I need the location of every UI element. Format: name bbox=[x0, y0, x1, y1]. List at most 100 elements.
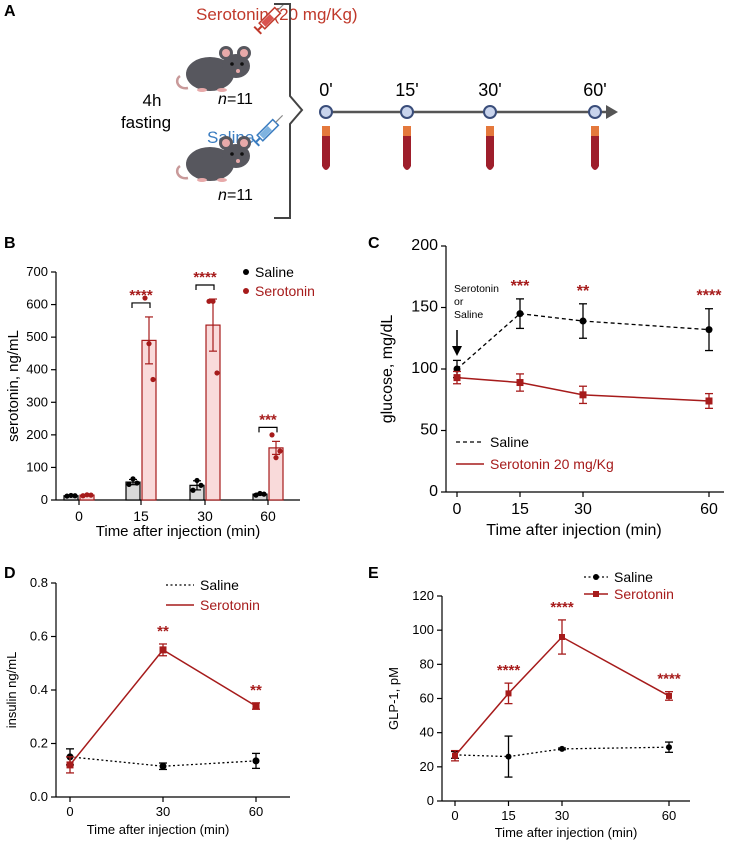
data-point bbox=[253, 492, 259, 498]
y-tick-label: 0 bbox=[427, 793, 434, 808]
series-line-serotonin bbox=[454, 636, 670, 757]
data-point-serotonin bbox=[159, 646, 167, 654]
timepoint-node bbox=[483, 105, 497, 119]
blood-tube-cap-icon bbox=[591, 126, 599, 136]
y-tick-label: 0.8 bbox=[30, 575, 48, 590]
y-tick-label: 120 bbox=[412, 588, 434, 603]
y-tick-label: 0.2 bbox=[30, 736, 48, 751]
legend-marker-serotonin bbox=[593, 591, 599, 597]
blood-tube-icon bbox=[322, 136, 330, 170]
significance-label: **** bbox=[129, 287, 153, 304]
y-axis-label: glucose, mg/dL bbox=[379, 315, 396, 424]
significance-label: **** bbox=[697, 288, 723, 305]
data-point-serotonin bbox=[516, 379, 524, 387]
legend-marker-serotonin bbox=[243, 288, 249, 294]
y-tick-label: 0 bbox=[41, 492, 48, 507]
timeline-nodes: 0' 15' 30' 60' bbox=[319, 80, 607, 170]
data-point bbox=[68, 492, 74, 499]
panel-d-label: D bbox=[4, 565, 16, 582]
legend-label-saline: Saline bbox=[490, 434, 529, 450]
blood-tube-icon bbox=[486, 136, 494, 170]
data-point bbox=[72, 493, 78, 499]
x-tick-label: 60 bbox=[700, 501, 718, 518]
data-point-saline bbox=[453, 365, 461, 373]
x-tick-label: 30 bbox=[197, 508, 213, 524]
y-tick-label: 0.0 bbox=[30, 789, 48, 804]
significance-label: ** bbox=[250, 682, 262, 699]
y-tick-label: 0.4 bbox=[30, 682, 48, 697]
blood-tube-cap-icon bbox=[486, 126, 494, 136]
data-point bbox=[84, 492, 90, 498]
y-tick-label: 0.6 bbox=[30, 629, 48, 644]
legend-label-saline: Saline bbox=[200, 577, 239, 593]
data-point bbox=[257, 490, 263, 497]
x-tick-label: 60 bbox=[260, 508, 276, 524]
significance-label: ** bbox=[577, 283, 590, 300]
y-tick-label: 700 bbox=[26, 264, 48, 279]
data-point bbox=[150, 376, 156, 383]
data-point-saline bbox=[705, 326, 713, 334]
legend-marker-saline bbox=[243, 269, 249, 275]
x-tick-label: 30 bbox=[156, 804, 170, 819]
significance-bracket bbox=[195, 284, 215, 291]
panel-e: E 0 20 40 60 80 100 120 GLP-1, pM Time after inj… bbox=[368, 565, 690, 840]
blood-tube-cap-icon bbox=[322, 126, 330, 136]
series-line-serotonin bbox=[456, 376, 710, 402]
x-tick-label: 0 bbox=[75, 508, 83, 524]
y-axis-label: serotonin, ng/mL bbox=[5, 330, 22, 442]
data-point bbox=[214, 370, 220, 376]
timepoint-label: 30' bbox=[478, 80, 501, 100]
panel-d: D 0.0 0.2 0.4 0.6 0.8 insulin ng/mL Time after… bbox=[4, 565, 290, 837]
y-tick-label: 40 bbox=[420, 725, 434, 740]
legend-label-serotonin: Serotonin bbox=[200, 597, 260, 613]
y-tick-label: 400 bbox=[26, 362, 48, 377]
data-point-saline bbox=[516, 310, 524, 318]
annotation-text: Serotonin bbox=[454, 283, 499, 295]
data-point-saline bbox=[559, 745, 565, 752]
significance-label: ** bbox=[157, 623, 169, 640]
timepoint-label: 60' bbox=[583, 80, 606, 100]
n-value-top: =11 bbox=[227, 91, 253, 108]
x-axis-label: Time after injection (min) bbox=[486, 522, 661, 539]
fasting-line-1: 4h bbox=[143, 91, 162, 110]
group-bracket bbox=[274, 3, 304, 219]
data-point-serotonin bbox=[452, 752, 458, 759]
data-point bbox=[142, 295, 148, 301]
timepoint-node bbox=[588, 105, 602, 119]
data-point bbox=[88, 492, 94, 498]
n-italic-top: n bbox=[218, 91, 227, 108]
n-value-bottom: =11 bbox=[227, 187, 253, 204]
data-point-serotonin bbox=[505, 690, 512, 697]
x-tick-label: 0 bbox=[451, 808, 458, 823]
data-point bbox=[261, 491, 267, 497]
data-point-serotonin bbox=[705, 397, 713, 405]
y-tick-label: 80 bbox=[420, 656, 434, 671]
significance-label: *** bbox=[259, 411, 277, 428]
blood-tube-icon bbox=[403, 136, 411, 170]
y-tick-label: 0 bbox=[429, 483, 438, 500]
fasting-line-2: fasting bbox=[121, 113, 171, 132]
data-point bbox=[273, 455, 279, 461]
data-point-serotonin bbox=[252, 702, 260, 710]
y-tick-label: 50 bbox=[420, 422, 438, 439]
data-point bbox=[206, 298, 212, 304]
legend-label-serotonin: Serotonin bbox=[614, 586, 674, 602]
data-point-saline bbox=[159, 762, 167, 770]
x-tick-label: 15 bbox=[501, 808, 515, 823]
annotation-text: Saline bbox=[454, 309, 483, 321]
y-tick-label: 100 bbox=[411, 360, 438, 377]
y-tick-label: 100 bbox=[412, 622, 434, 637]
x-tick-label: 15 bbox=[511, 501, 529, 518]
x-tick-label: 0 bbox=[66, 804, 73, 819]
data-point bbox=[269, 432, 275, 438]
legend-label-serotonin: Serotonin 20 mg/Kg bbox=[490, 456, 614, 472]
significance-bracket bbox=[258, 426, 278, 433]
data-point bbox=[146, 341, 152, 347]
annotation-text: or bbox=[454, 296, 464, 308]
timepoint-node bbox=[319, 105, 333, 119]
y-tick-label: 150 bbox=[411, 299, 438, 316]
data-point-saline bbox=[579, 317, 587, 325]
